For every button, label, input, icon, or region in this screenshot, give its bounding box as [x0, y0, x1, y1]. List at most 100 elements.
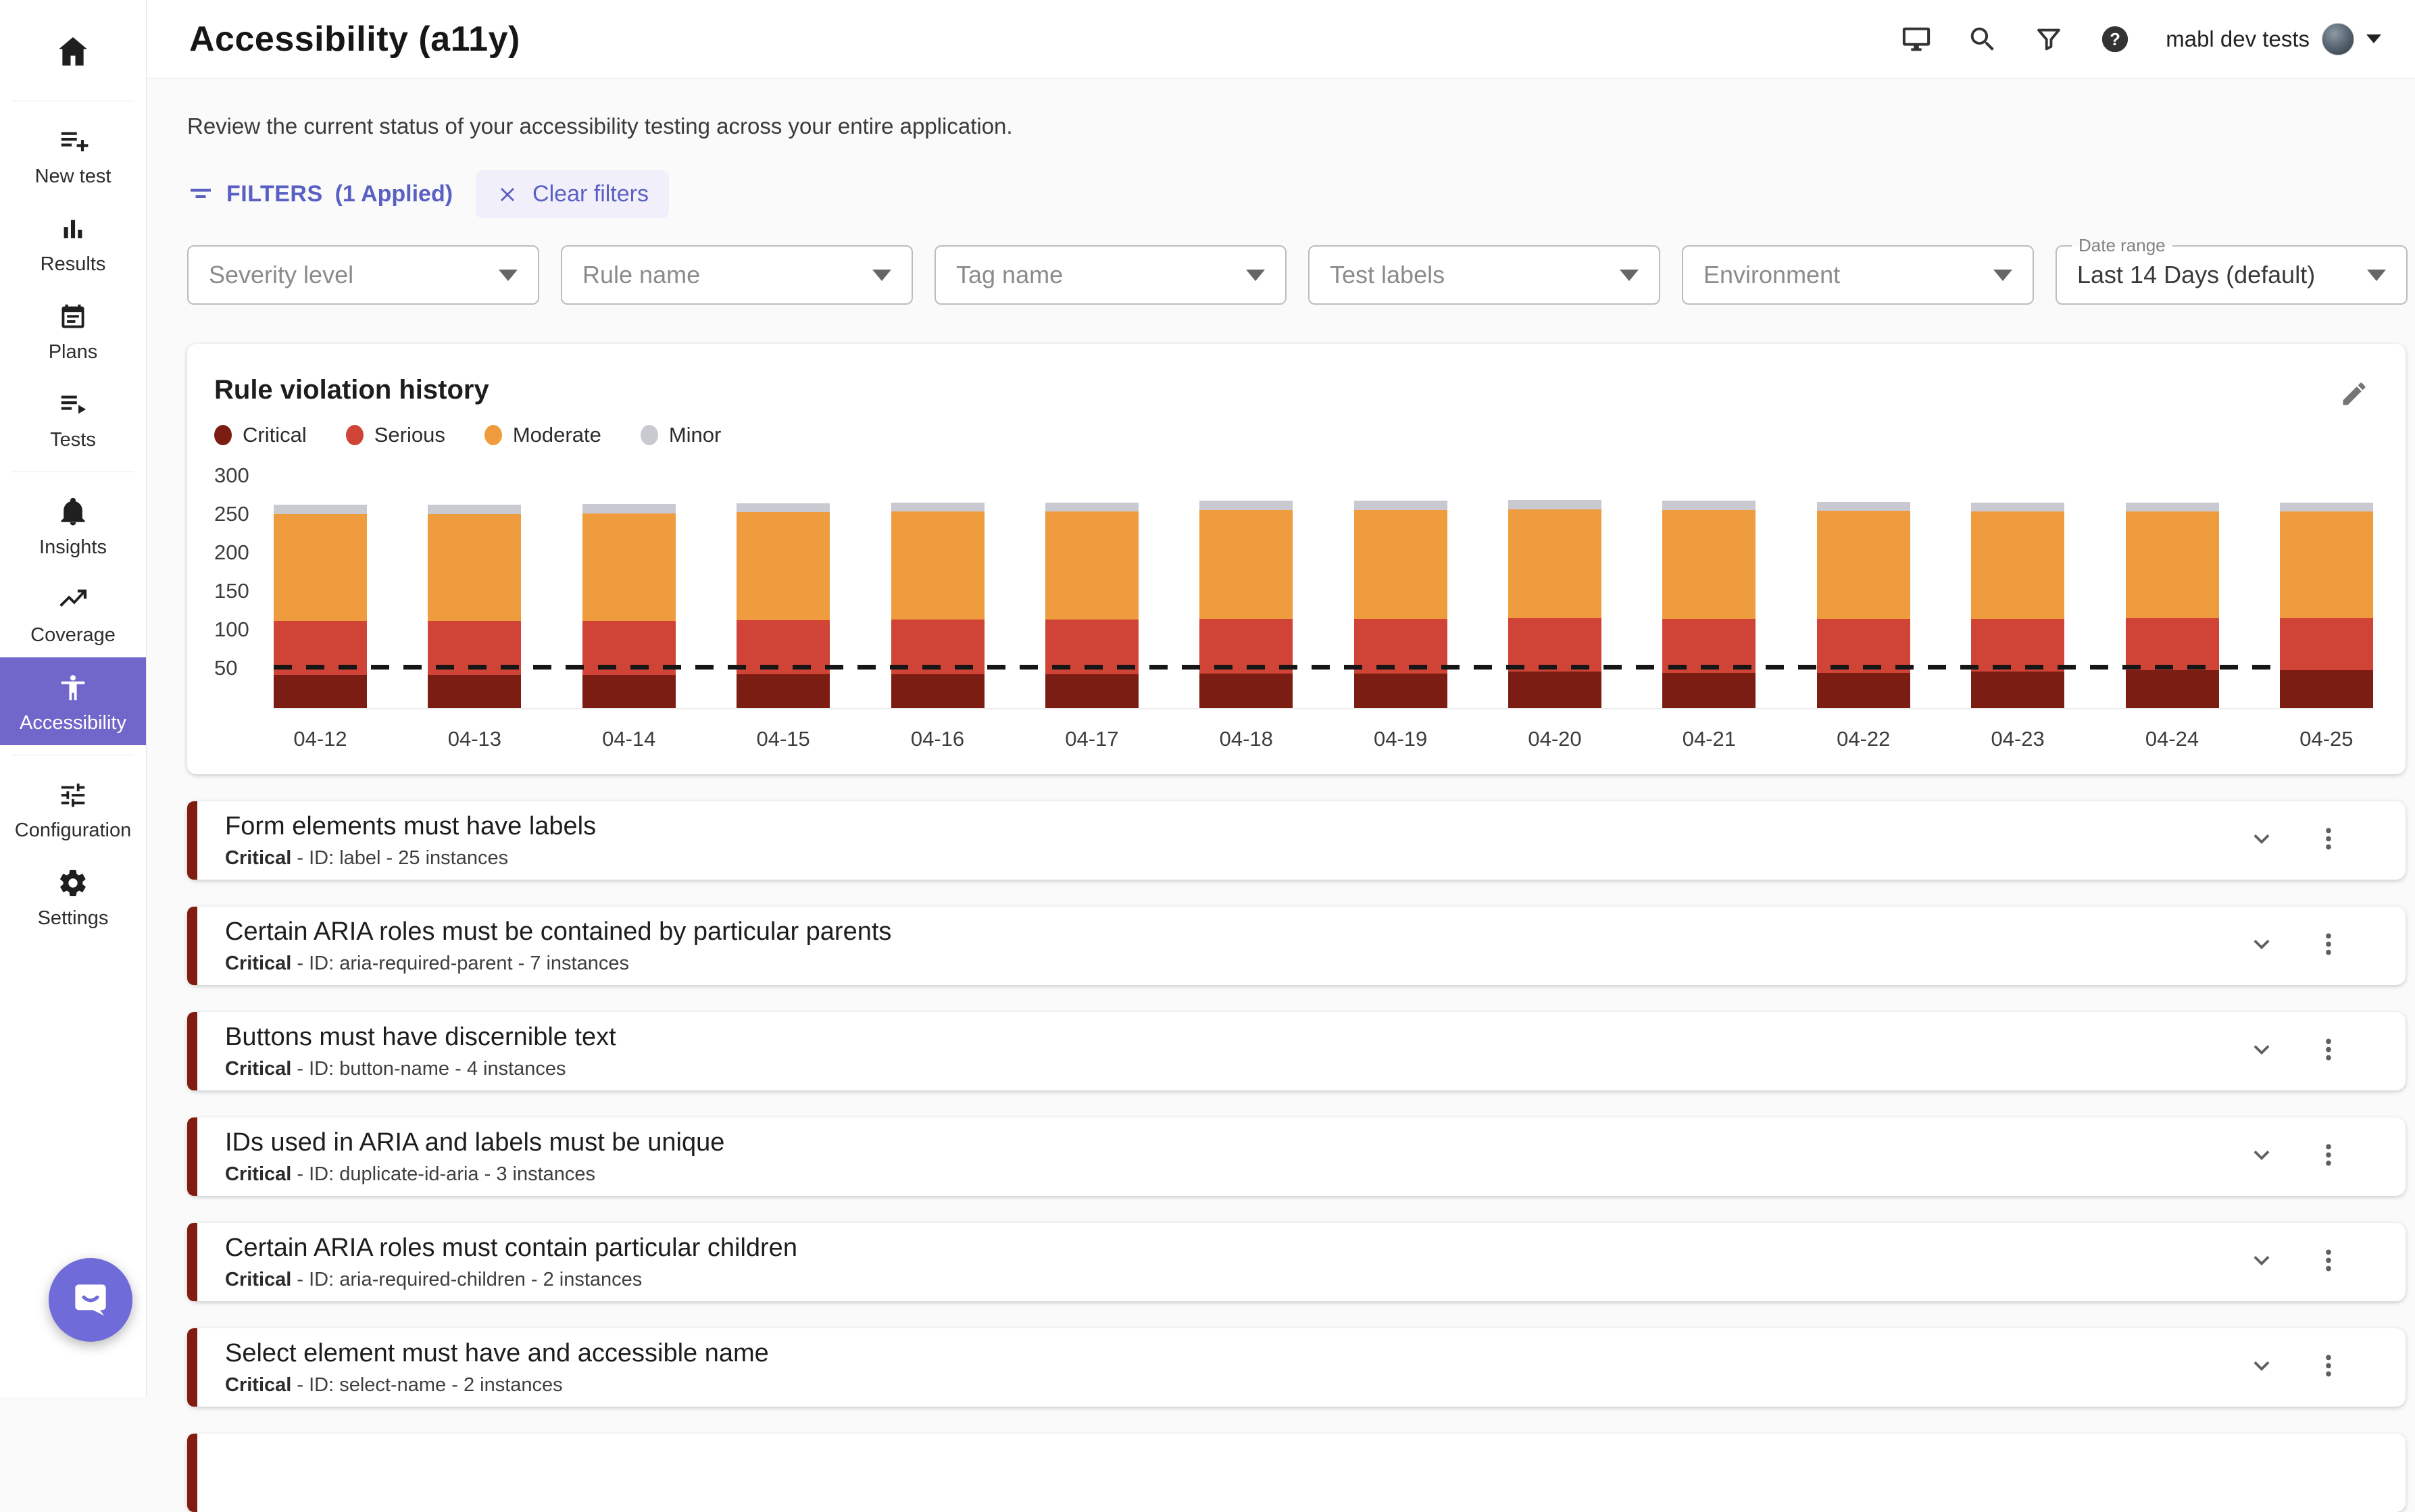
sidebar-item-accessibility[interactable]: Accessibility [0, 657, 146, 745]
bar-04-13 [428, 478, 522, 708]
expand-button[interactable] [2246, 824, 2277, 858]
more-options-button[interactable] [2314, 1351, 2343, 1384]
pencil-icon [2343, 382, 2366, 405]
sidebar-item-plans[interactable]: Plans [0, 286, 146, 374]
clear-filters-button[interactable]: Clear filters [476, 170, 669, 218]
violation-title: Buttons must have discernible text [225, 1022, 616, 1051]
sidebar-item-insights[interactable]: Insights [0, 482, 146, 570]
violation-subtitle: Critical - ID: duplicate-id-aria - 3 ins… [225, 1163, 2230, 1186]
bar-segment-critical [737, 674, 830, 708]
header-actions: ? [1901, 24, 2131, 55]
bar-segment-moderate [1662, 510, 1756, 619]
select-environment[interactable]: Environment [1682, 245, 2034, 305]
help-icon[interactable]: ? [2099, 24, 2131, 55]
violation-title: IDs used in ARIA and labels must be uniq… [225, 1128, 725, 1157]
sidebar-item-settings[interactable]: Settings [0, 853, 146, 940]
y-tick: 300 [214, 463, 249, 487]
severity-label: Critical [225, 847, 292, 869]
sidebar-item-configuration[interactable]: Configuration [0, 765, 146, 853]
bar-04-16 [891, 478, 985, 708]
violation-card: Certain ARIA roles must be contained by … [187, 907, 2406, 985]
legend-item-minor: Minor [640, 423, 721, 447]
violation-subtitle: Critical - ID: aria-required-parent - 7 … [225, 953, 2230, 975]
select-tag-name[interactable]: Tag name [935, 245, 1287, 305]
x-tick: 04-23 [1991, 727, 2045, 751]
more-options-button[interactable] [2314, 1035, 2343, 1068]
chat-bubble-icon [75, 1284, 106, 1316]
bar-segment-moderate [1045, 511, 1139, 620]
expand-button[interactable] [2246, 1034, 2277, 1069]
y-tick: 50 [214, 656, 238, 680]
account-menu[interactable]: mabl dev tests [2166, 22, 2381, 55]
bar-04-12 [274, 478, 367, 708]
sidebar-item-tests[interactable]: Tests [0, 374, 146, 462]
caret-down-icon [1620, 269, 1639, 281]
sidebar-item-label: Configuration [14, 820, 132, 841]
bar-segment-serious [1508, 618, 1601, 672]
expand-button[interactable] [2246, 1140, 2277, 1174]
expand-button[interactable] [2246, 1245, 2277, 1280]
x-tick: 04-21 [1682, 727, 1737, 751]
y-tick: 150 [214, 579, 249, 603]
edit-chart-button[interactable] [2339, 379, 2369, 412]
sidebar-item-home[interactable] [0, 20, 146, 91]
violations-list: Form elements must have labels Critical -… [187, 801, 2415, 1512]
date-range-label: Date range [2072, 235, 2172, 256]
bar-04-18 [1199, 478, 1293, 708]
bar-segment-minor [1045, 502, 1139, 512]
legend-dot [640, 425, 658, 445]
playlist-add-icon [57, 126, 89, 160]
monitor-icon[interactable] [1901, 24, 1932, 55]
bar-segment-serious [1199, 618, 1293, 674]
bar-segment-critical [891, 674, 985, 708]
more-options-button[interactable] [2314, 1246, 2343, 1279]
search-icon[interactable] [1967, 24, 1998, 55]
bar-segment-critical [1971, 672, 2065, 708]
sidebar-item-label: Coverage [30, 624, 116, 646]
header-right: ? mabl dev tests [1901, 22, 2415, 55]
chat-button[interactable] [49, 1258, 132, 1342]
filters-label: FILTERS [226, 181, 323, 207]
bar-chart-icon [57, 213, 89, 248]
bar-segment-serious [1816, 618, 1910, 673]
bar-04-17 [1045, 478, 1139, 708]
expand-button[interactable] [2246, 1351, 2277, 1385]
sidebar-item-coverage[interactable]: Coverage [0, 570, 146, 657]
severity-accent-bar [187, 1012, 197, 1090]
filters-toggle-button[interactable]: FILTERS (1 Applied) [187, 181, 453, 208]
more-options-button[interactable] [2314, 824, 2343, 857]
violation-subtitle: Critical - ID: select-name - 2 instances [225, 1374, 2230, 1396]
sidebar-item-results[interactable]: Results [0, 199, 146, 286]
bar-segment-critical [1508, 672, 1601, 708]
bar-segment-serious [2279, 618, 2373, 671]
select-rule-name[interactable]: Rule name [561, 245, 913, 305]
expand-button[interactable] [2246, 929, 2277, 963]
violation-title: Form elements must have labels [225, 811, 597, 840]
bar-04-25 [2279, 478, 2373, 708]
svg-text:?: ? [2110, 30, 2120, 49]
x-axis-labels: 04-12 04-13 04-14 04-15 04-16 04-17 04-18 04-19… [274, 727, 2373, 751]
bar-04-21 [1662, 478, 1756, 708]
accessibility-icon [57, 672, 89, 707]
sidebar: New test Results Plans Tests Insights Coverag… [0, 0, 147, 1397]
violation-detail: - ID: label - 25 instances [291, 847, 509, 869]
legend-dot [214, 425, 232, 445]
caret-down-icon [1993, 269, 2012, 281]
chart-plot: 50 100 150 200 250 300 04-12 04-13 04-14 04-15 04… [214, 463, 2373, 751]
bar-segment-moderate [428, 513, 522, 622]
bar-04-20 [1508, 478, 1601, 708]
bar-segment-critical [1662, 672, 1756, 708]
violation-title: Certain ARIA roles must be contained by … [225, 917, 892, 946]
severity-label: Critical [225, 1057, 292, 1080]
more-options-button[interactable] [2314, 930, 2343, 963]
funnel-icon[interactable] [2033, 24, 2064, 55]
select-date-range[interactable]: Date range Last 14 Days (default) [2056, 235, 2408, 305]
select-test-labels[interactable]: Test labels [1308, 245, 1660, 305]
bar-segment-serious [2125, 618, 2219, 671]
bar-04-19 [1353, 478, 1447, 708]
severity-label: Critical [225, 1374, 292, 1396]
sidebar-item-new-test[interactable]: New test [0, 111, 146, 199]
select-severity-level[interactable]: Severity level [187, 245, 539, 305]
severity-accent-bar [187, 1223, 197, 1301]
more-options-button[interactable] [2314, 1140, 2343, 1174]
